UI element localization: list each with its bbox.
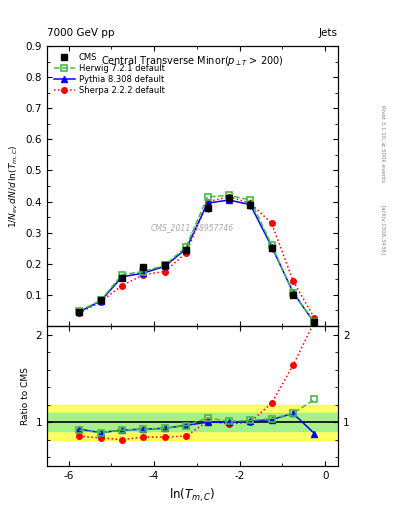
Text: 7000 GeV pp: 7000 GeV pp [47,28,115,38]
Bar [47,414,338,431]
Legend: CMS, Herwig 7.2.1 default, Pythia 8.308 default, Sherpa 2.2.2 default: CMS, Herwig 7.2.1 default, Pythia 8.308 … [51,50,167,97]
Y-axis label: Ratio to CMS: Ratio to CMS [21,367,30,425]
Text: [arXiv:1306.3436]: [arXiv:1306.3436] [381,205,386,255]
Y-axis label: $1/N_{ev}\,dN/d\,\ln(T_{m,C})$: $1/N_{ev}\,dN/d\,\ln(T_{m,C})$ [8,144,20,228]
Text: Jets: Jets [319,28,338,38]
Text: Central Transverse Minor($p_{\perp T}$ > 200): Central Transverse Minor($p_{\perp T}$ >… [101,54,284,69]
Bar [47,404,338,440]
Text: CMS_2011_S8957746: CMS_2011_S8957746 [151,224,234,232]
Text: Rivet 3.1.10, ≥ 500k events: Rivet 3.1.10, ≥ 500k events [381,105,386,182]
X-axis label: $\ln(T_{m,C})$: $\ln(T_{m,C})$ [169,486,216,504]
